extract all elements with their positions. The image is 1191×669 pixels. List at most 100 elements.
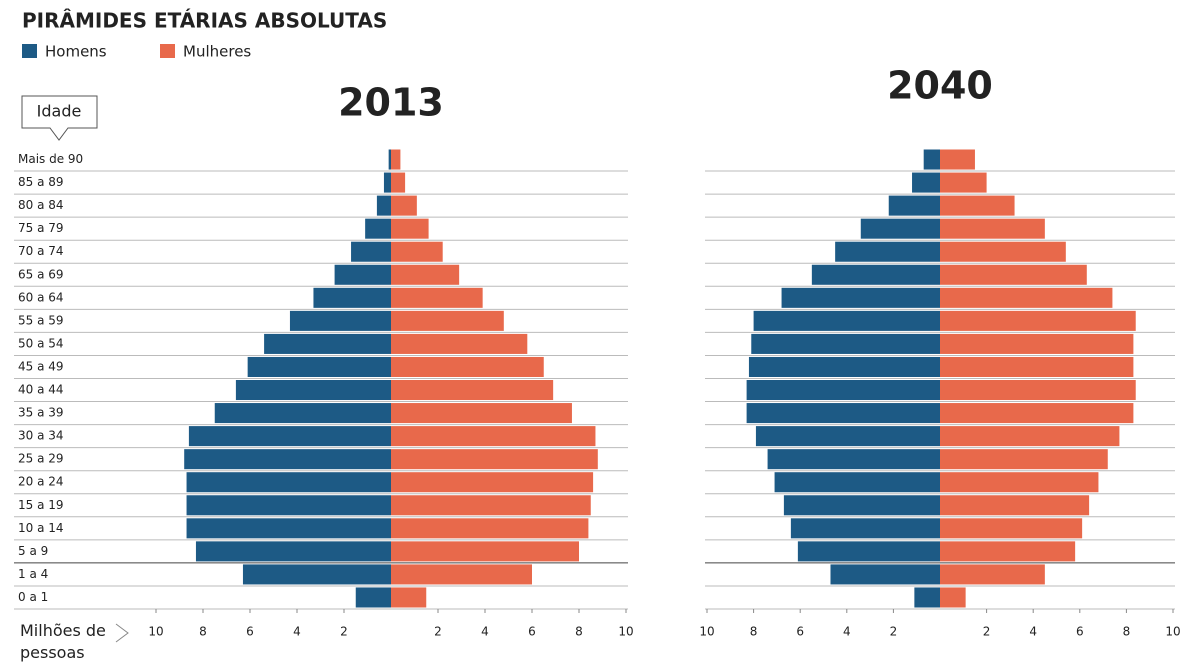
- bar: [940, 380, 1136, 401]
- legend-label: Homens: [45, 43, 107, 61]
- x-tick-label: 8: [750, 625, 758, 639]
- bar: [940, 403, 1134, 424]
- y-tick-label: 75 a 79: [18, 221, 64, 235]
- bar: [940, 449, 1108, 470]
- bar: [391, 380, 554, 401]
- y-axis-label: Idade: [37, 102, 82, 121]
- x-tick-label: 8: [1123, 625, 1131, 639]
- y-tick-label: 10 a 14: [18, 521, 64, 535]
- bar: [783, 495, 940, 516]
- legend-swatch: [22, 44, 37, 58]
- x-tick-label: 6: [796, 625, 804, 639]
- y-tick-label: 55 a 59: [18, 313, 64, 327]
- y-tick-label: 45 a 49: [18, 359, 64, 373]
- x-tick-label: 6: [528, 625, 536, 639]
- bar: [186, 495, 391, 516]
- bar: [746, 380, 940, 401]
- bar: [391, 426, 596, 447]
- y-tick-label: 15 a 19: [18, 498, 64, 512]
- bar: [391, 195, 417, 216]
- bar: [755, 426, 940, 447]
- chart-subtitle: 2013: [338, 81, 444, 125]
- bar: [767, 449, 940, 470]
- bar: [214, 403, 391, 424]
- bar: [391, 241, 443, 262]
- bar: [388, 149, 391, 170]
- bar: [391, 449, 598, 470]
- bar: [391, 472, 594, 493]
- bar: [797, 541, 940, 562]
- bar: [186, 518, 391, 539]
- bar: [313, 287, 391, 308]
- x-tick-label: 2: [434, 625, 442, 639]
- y-tick-label: 85 a 89: [18, 175, 64, 189]
- y-tick-label: 35 a 39: [18, 406, 64, 420]
- y-tick-label: 20 a 24: [18, 475, 64, 489]
- y-tick-label: 5 a 9: [18, 544, 48, 558]
- bar: [790, 518, 940, 539]
- x-tick-label: 10: [699, 625, 714, 639]
- bar: [748, 356, 940, 377]
- bar: [391, 564, 532, 585]
- bar: [391, 149, 401, 170]
- x-tick-label: 2: [983, 625, 991, 639]
- arrow: [115, 623, 129, 643]
- x-tick-label: 2: [890, 625, 898, 639]
- y-tick-label: 0 a 1: [18, 590, 48, 604]
- bar: [940, 333, 1134, 354]
- bar: [940, 287, 1113, 308]
- bar: [289, 310, 391, 331]
- bar: [940, 564, 1045, 585]
- y-tick-label: 30 a 34: [18, 429, 64, 443]
- x-tick-label: 10: [1165, 625, 1180, 639]
- bar: [940, 241, 1066, 262]
- x-tick-label: 8: [199, 625, 207, 639]
- x-tick-label: 4: [481, 625, 489, 639]
- bar: [940, 518, 1083, 539]
- x-tick-label: 10: [618, 625, 633, 639]
- bar: [391, 172, 406, 193]
- bar: [242, 564, 391, 585]
- bar: [188, 426, 391, 447]
- x-tick-label: 6: [1076, 625, 1084, 639]
- bar: [391, 310, 504, 331]
- chart-subtitle: 2040: [887, 64, 993, 108]
- bar: [391, 333, 528, 354]
- bar: [264, 333, 391, 354]
- bar: [334, 264, 391, 285]
- x-tick-label: 6: [246, 625, 254, 639]
- bar: [746, 403, 940, 424]
- bar: [391, 495, 591, 516]
- bar: [391, 587, 427, 608]
- bar: [391, 264, 460, 285]
- bar: [940, 149, 975, 170]
- x-tick-label: 2: [340, 625, 348, 639]
- bar: [940, 541, 1076, 562]
- bar: [830, 564, 940, 585]
- x-tick-label: 4: [1029, 625, 1037, 639]
- y-tick-label: 25 a 29: [18, 452, 64, 466]
- bar: [940, 356, 1134, 377]
- bar: [940, 218, 1045, 239]
- y-label-box: [21, 95, 98, 141]
- bar: [383, 172, 391, 193]
- bar: [940, 195, 1015, 216]
- bar: [351, 241, 391, 262]
- bar: [940, 264, 1087, 285]
- bar: [235, 380, 391, 401]
- y-tick-label: 50 a 54: [18, 336, 64, 350]
- bar: [195, 541, 391, 562]
- y-tick-label: Mais de 90: [18, 152, 83, 166]
- y-tick-label: 80 a 84: [18, 198, 64, 212]
- bar: [391, 356, 544, 377]
- bar: [391, 218, 429, 239]
- y-tick-label: 65 a 69: [18, 267, 64, 281]
- bar: [940, 472, 1099, 493]
- bar: [365, 218, 391, 239]
- bar: [391, 541, 579, 562]
- bar: [811, 264, 940, 285]
- y-tick-label: 1 a 4: [18, 567, 48, 581]
- bar: [940, 495, 1090, 516]
- bar: [835, 241, 940, 262]
